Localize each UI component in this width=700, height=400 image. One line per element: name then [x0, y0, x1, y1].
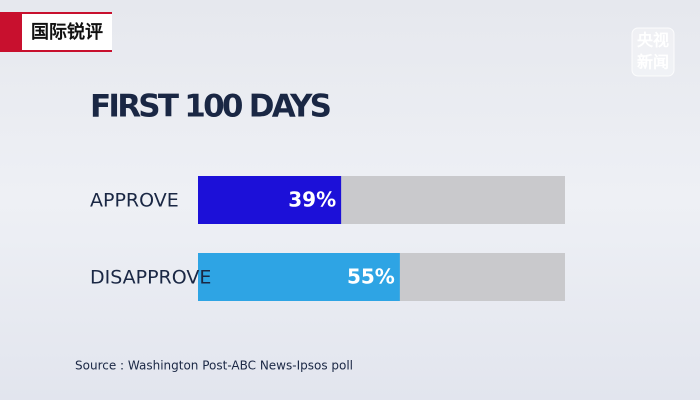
channel-badge	[631, 27, 675, 77]
program-logo: 国际锐评	[31, 21, 103, 43]
category-label: DISAPPROVE	[90, 267, 211, 289]
logo-box	[22, 14, 112, 50]
value-label: 55%	[347, 265, 395, 289]
value-label: 39%	[288, 188, 336, 212]
source-note: Source : Washington Post-ABC News-Ipsos …	[75, 359, 353, 373]
bar	[198, 253, 400, 301]
channel-text: 新闻	[637, 53, 669, 72]
channel-text: 央视	[637, 31, 669, 50]
category-label: APPROVE	[90, 190, 179, 212]
bar	[198, 176, 342, 224]
chart-title: FIRST 100 DAYS	[90, 89, 332, 125]
